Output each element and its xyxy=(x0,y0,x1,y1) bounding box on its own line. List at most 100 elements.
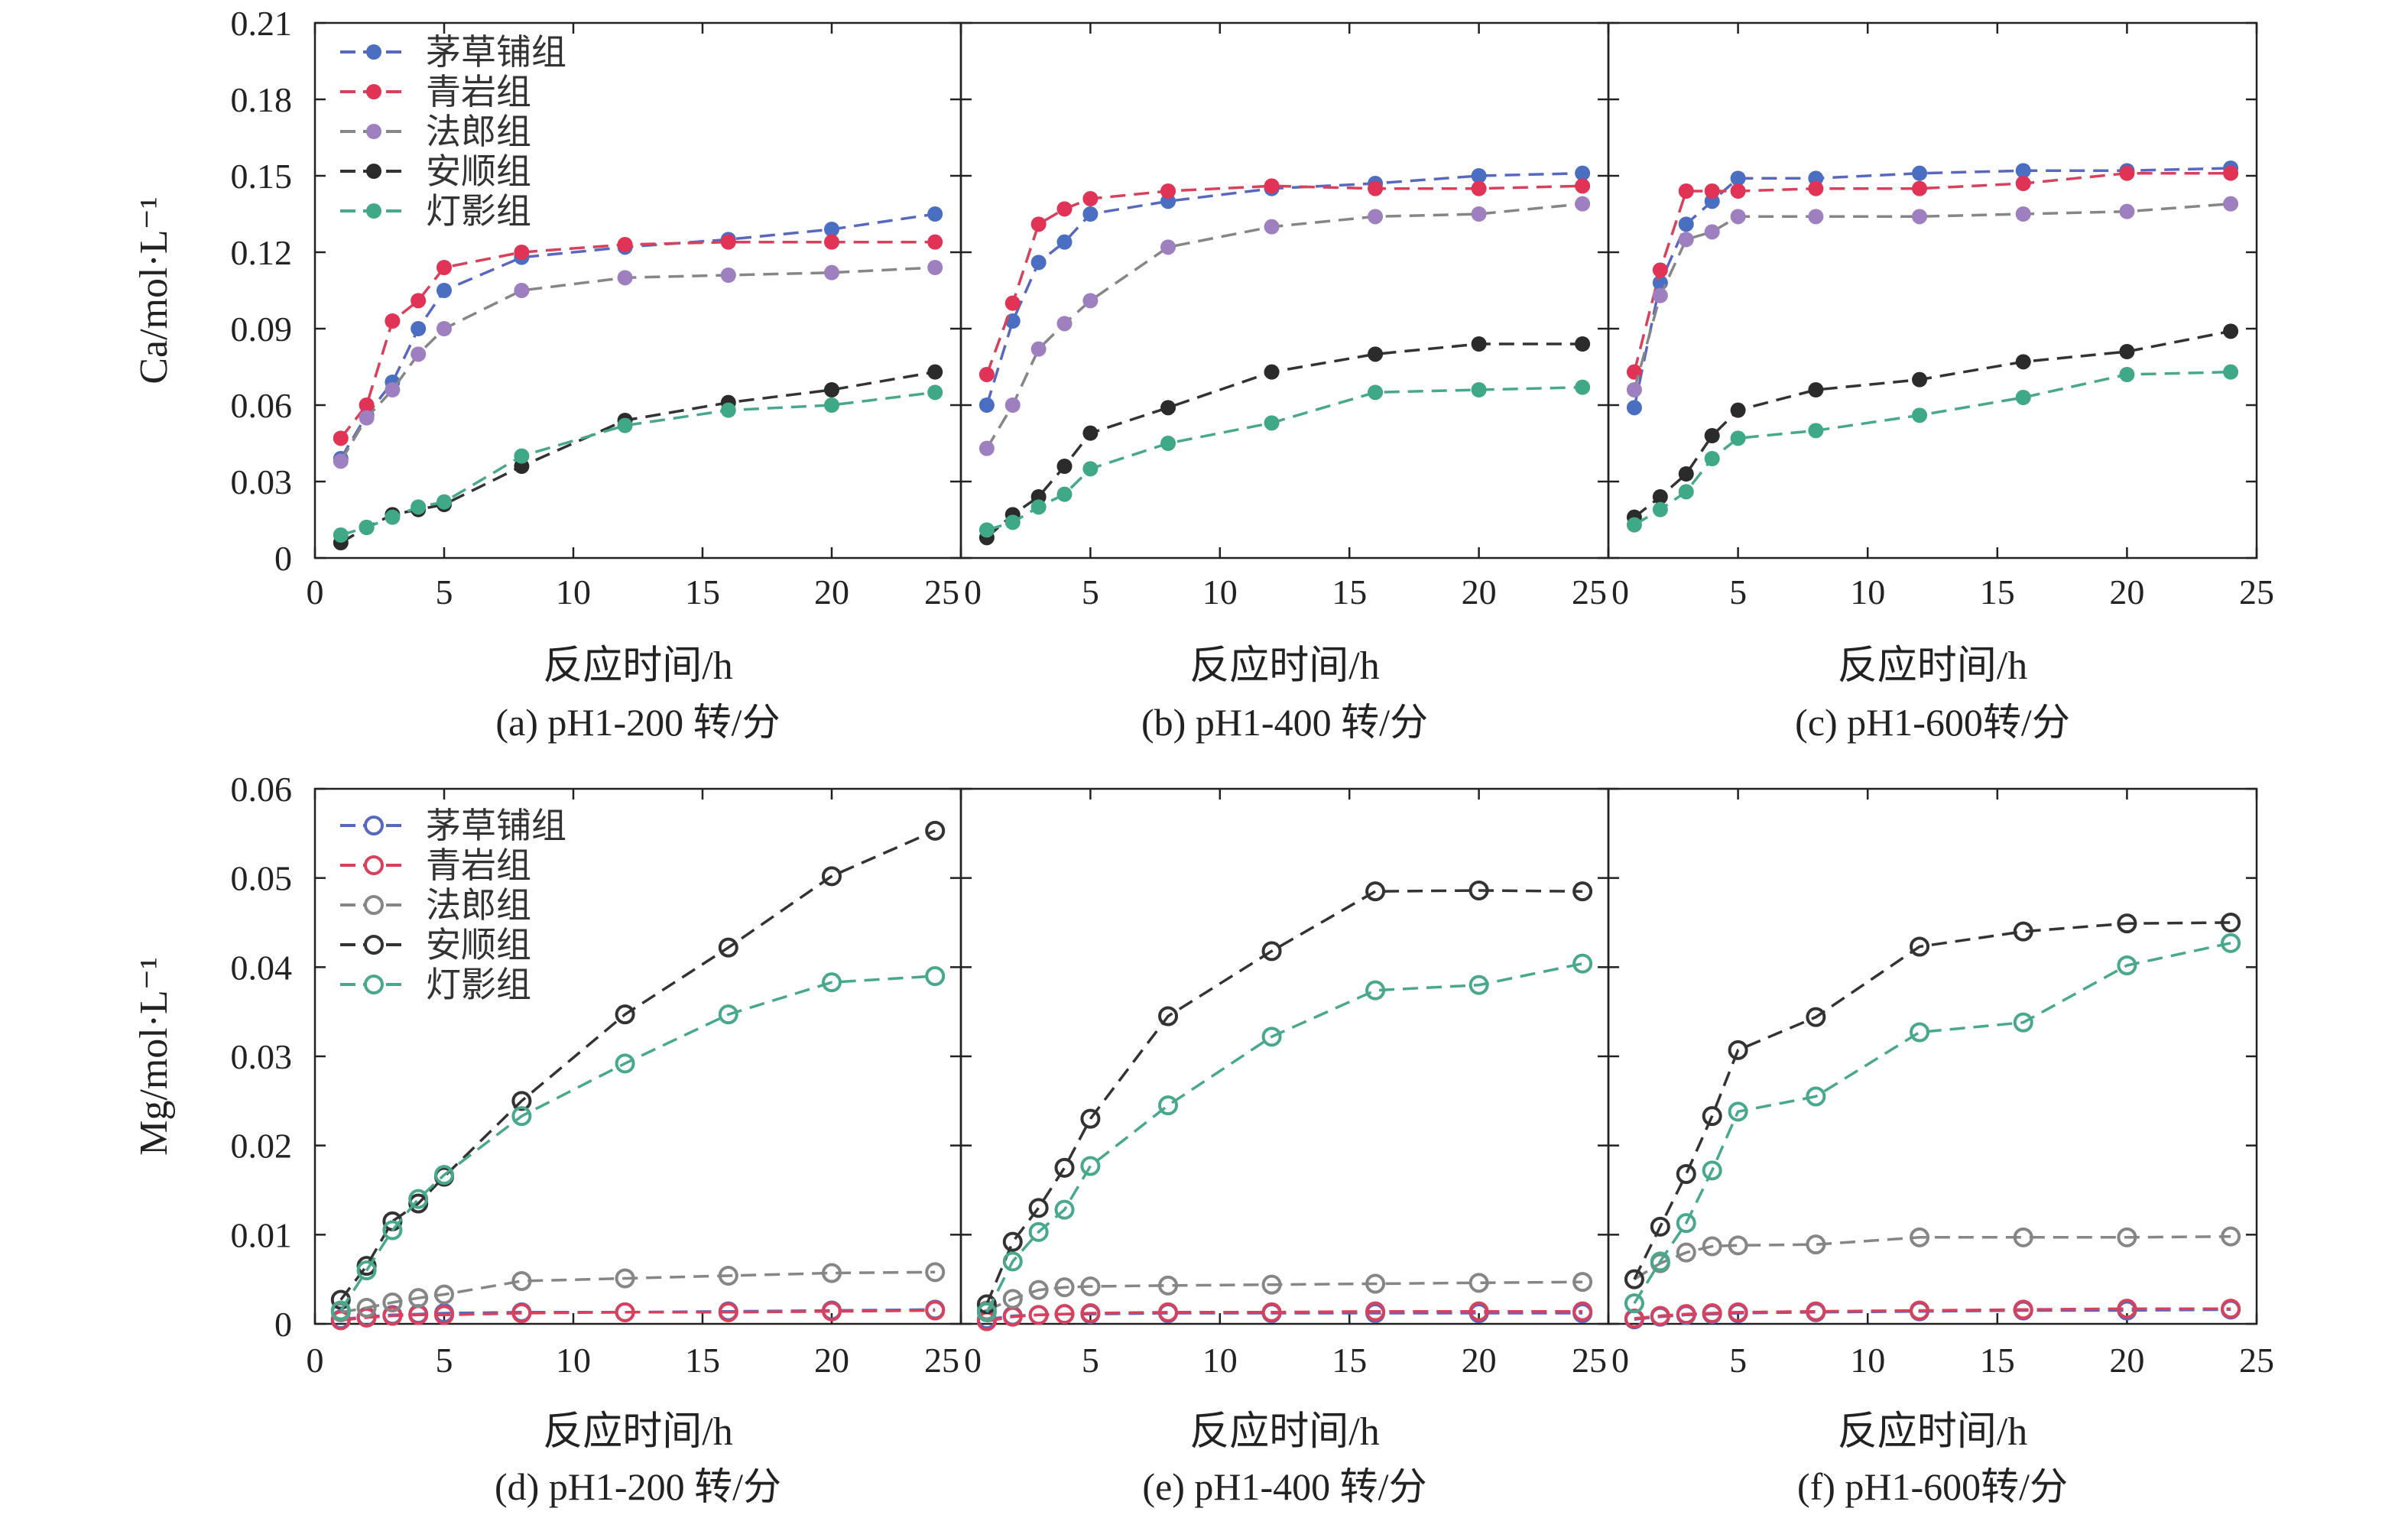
legend-marker xyxy=(364,935,384,955)
data-point xyxy=(617,237,633,252)
data-point xyxy=(1368,384,1384,401)
data-point xyxy=(978,440,995,456)
series-3 xyxy=(330,1262,946,1322)
data-point xyxy=(927,206,943,222)
data-point xyxy=(824,397,839,413)
x-tick-label: 15 xyxy=(1332,1341,1367,1380)
x-tick-label: 25 xyxy=(1572,1341,1607,1380)
data-point xyxy=(2119,203,2135,219)
data-point xyxy=(1575,196,1591,212)
data-point xyxy=(1912,165,1928,181)
data-point xyxy=(1575,379,1591,395)
x-axis-label: 反应时间/h xyxy=(543,644,732,688)
data-point xyxy=(1368,346,1384,362)
series-line xyxy=(340,1270,936,1314)
data-point xyxy=(514,245,530,260)
panel-c: 0 5 10 15 20 25 反应时间/h (c) pH1-600转/分 xyxy=(1607,21,2274,744)
data-point xyxy=(1626,382,1642,397)
y-tick-label: 0.03 xyxy=(231,1037,293,1076)
x-tick-label: 5 xyxy=(436,1341,453,1380)
data-point xyxy=(1572,953,1593,974)
data-point xyxy=(1808,209,1824,225)
data-point xyxy=(1912,407,1928,423)
series-line xyxy=(339,212,936,459)
series-2 xyxy=(1624,1299,2241,1328)
data-point xyxy=(1468,1273,1489,1293)
data-point xyxy=(2015,390,2031,405)
series-line xyxy=(1633,942,2231,1305)
data-point xyxy=(411,346,427,362)
plot-frame xyxy=(959,21,1610,560)
panel-d: 0 5 10 15 20 25 0 0.01 0.02 0.03 0.04 0.05 0.06 Mg/mo… xyxy=(132,770,962,1508)
data-point xyxy=(1002,1251,1023,1272)
data-point xyxy=(382,1306,403,1326)
data-point xyxy=(1652,262,1668,278)
x-tick-label: 5 xyxy=(1729,1341,1747,1380)
data-point xyxy=(822,972,842,993)
y-axis-label: Mg/mol·L⁻¹ xyxy=(132,957,176,1156)
data-point xyxy=(615,1302,635,1322)
data-point xyxy=(408,1189,429,1209)
x-axis-label: 反应时间/h xyxy=(1838,644,2027,688)
data-point xyxy=(1082,425,1099,441)
legend-label: 法郎组 xyxy=(426,112,531,151)
series-line xyxy=(986,385,1583,531)
data-point xyxy=(1676,1213,1696,1234)
series-3 xyxy=(1624,1226,2241,1289)
series-4 xyxy=(1626,323,2239,525)
x-tick-label: 5 xyxy=(1082,572,1099,611)
series-line xyxy=(1633,171,2231,373)
legend-marker xyxy=(364,855,384,875)
data-point xyxy=(1702,1303,1722,1323)
series-line xyxy=(339,240,936,440)
series-2 xyxy=(978,178,1591,382)
data-point xyxy=(1704,428,1720,443)
data-point xyxy=(1368,180,1384,196)
data-point xyxy=(2119,367,2135,382)
data-point xyxy=(1728,1302,1748,1322)
data-point xyxy=(1471,206,1487,222)
data-point xyxy=(2015,206,2031,222)
data-point xyxy=(1468,881,1489,900)
data-point xyxy=(1264,415,1280,431)
data-point xyxy=(382,1220,403,1241)
y-tick-label: 0.06 xyxy=(231,770,293,809)
data-point xyxy=(1652,287,1668,303)
data-point xyxy=(1702,1236,1722,1257)
data-point xyxy=(2015,163,2031,179)
legend-marker xyxy=(366,164,381,179)
series-line xyxy=(985,889,1583,1305)
data-point xyxy=(1158,1275,1179,1296)
data-point xyxy=(1468,975,1489,995)
data-point xyxy=(925,966,946,986)
data-point xyxy=(359,410,375,426)
series-line xyxy=(985,342,1583,539)
y-tick-label: 0.21 xyxy=(231,4,293,43)
series-line xyxy=(985,171,1583,406)
data-point xyxy=(1704,451,1720,466)
y-tick-label: 0.15 xyxy=(231,157,293,196)
data-point xyxy=(978,397,995,413)
data-point xyxy=(1004,295,1021,311)
x-tick-label: 25 xyxy=(1572,572,1607,611)
data-point xyxy=(927,260,943,275)
plot-frame xyxy=(313,21,962,560)
x-tick-label: 15 xyxy=(1332,572,1367,611)
data-point xyxy=(1678,183,1694,199)
x-tick-label: 15 xyxy=(685,572,720,611)
data-point xyxy=(1158,1095,1179,1116)
data-point xyxy=(2221,1226,2241,1247)
data-point xyxy=(1912,371,1928,388)
data-point xyxy=(1054,1304,1075,1325)
data-point xyxy=(434,1165,454,1186)
data-point xyxy=(2117,913,2137,934)
data-point xyxy=(385,382,401,397)
legend-label: 茅草铺组 xyxy=(426,806,566,845)
y-tick-label: 0.02 xyxy=(231,1127,293,1166)
data-point xyxy=(615,1004,635,1025)
legend-label: 法郎组 xyxy=(426,886,531,925)
data-point xyxy=(1572,881,1593,902)
data-point xyxy=(1702,1106,1722,1127)
y-tick-label: 0.12 xyxy=(231,233,293,272)
data-point xyxy=(1572,1272,1593,1293)
